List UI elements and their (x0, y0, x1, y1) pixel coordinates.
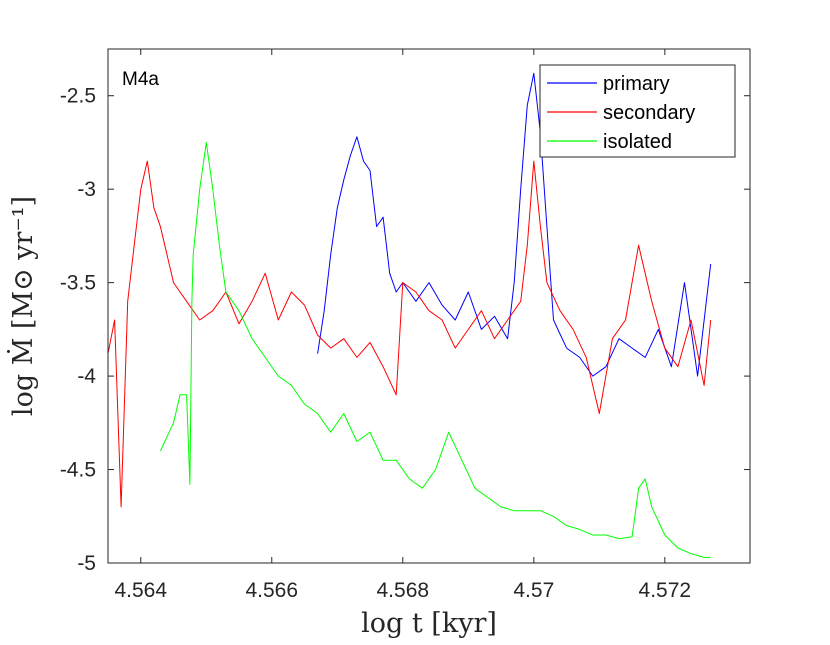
annotation-label: M4a (122, 69, 159, 90)
x-tick-label: 4.568 (377, 579, 430, 602)
legend-label-isolated: isolated (603, 131, 672, 153)
series-layer (107, 72, 712, 558)
ticks-layer: 4.564 4.566 4.568 4.57 4.572 -5 -4.5 -4 -3.5 -3 -2… (60, 49, 750, 602)
series-line-isolated (159, 142, 711, 558)
y-tick-label: -2.5 (60, 85, 96, 108)
legend: primary secondary isolated (539, 64, 736, 158)
y-tick-label: -3.5 (60, 272, 96, 295)
legend-label-primary: primary (603, 73, 670, 95)
plot-frame (107, 48, 751, 564)
x-tick-label: 4.57 (513, 579, 554, 602)
series-line-primary (317, 72, 712, 377)
x-tick-label: 4.564 (114, 579, 167, 602)
y-tick-label: -3 (77, 178, 96, 201)
y-tick-label: -5 (77, 552, 96, 575)
legend-box (539, 64, 736, 158)
y-tick-label: -4.5 (60, 459, 96, 482)
x-axis-label: log t [kyr] (361, 608, 497, 639)
y-tick-label: -4 (77, 365, 96, 388)
x-tick-label: 4.566 (245, 579, 298, 602)
y-axis-label: log Ṁ [M⊙ yr⁻¹] (6, 196, 39, 416)
series-line-secondary (107, 160, 712, 508)
legend-label-secondary: secondary (603, 102, 695, 124)
x-tick-label: 4.572 (639, 579, 692, 602)
